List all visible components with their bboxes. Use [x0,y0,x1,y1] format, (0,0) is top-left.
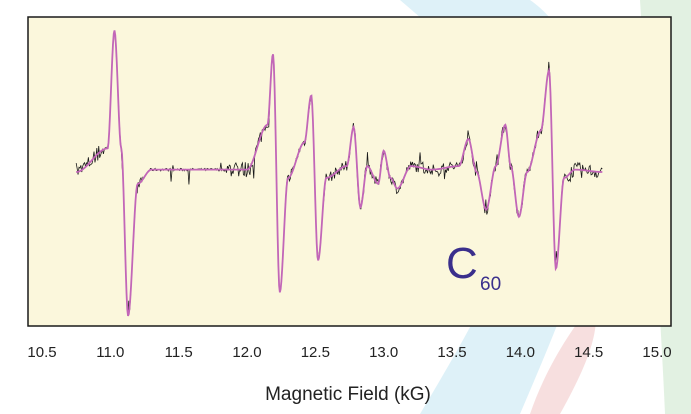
x-tick-label: 13.0 [369,344,398,361]
x-tick-label: 13.5 [437,344,466,361]
molecule-symbol: C [446,239,478,288]
x-tick-label: 15.0 [642,344,671,361]
fitted-curve-line [76,30,603,317]
x-tick-label: 12.0 [232,344,261,361]
x-tick-label: 11.0 [96,344,124,361]
x-tick-label: 12.5 [301,344,330,361]
molecule-subscript: 60 [480,274,501,295]
x-tick-label: 14.5 [574,344,603,361]
fitted-curve [76,30,603,317]
plot-area [27,16,672,327]
molecule-annotation: C 60 [446,239,501,295]
x-axis-title: Magnetic Field (kG) [265,384,431,405]
x-tick-label: 10.5 [27,344,56,361]
x-tick-label: 11.5 [165,344,193,361]
x-axis-ticks: 10.5 11.0 11.5 12.0 12.5 13.0 13.5 14.0 14.5 15.0 [27,344,671,361]
x-tick-label: 14.0 [506,344,535,361]
